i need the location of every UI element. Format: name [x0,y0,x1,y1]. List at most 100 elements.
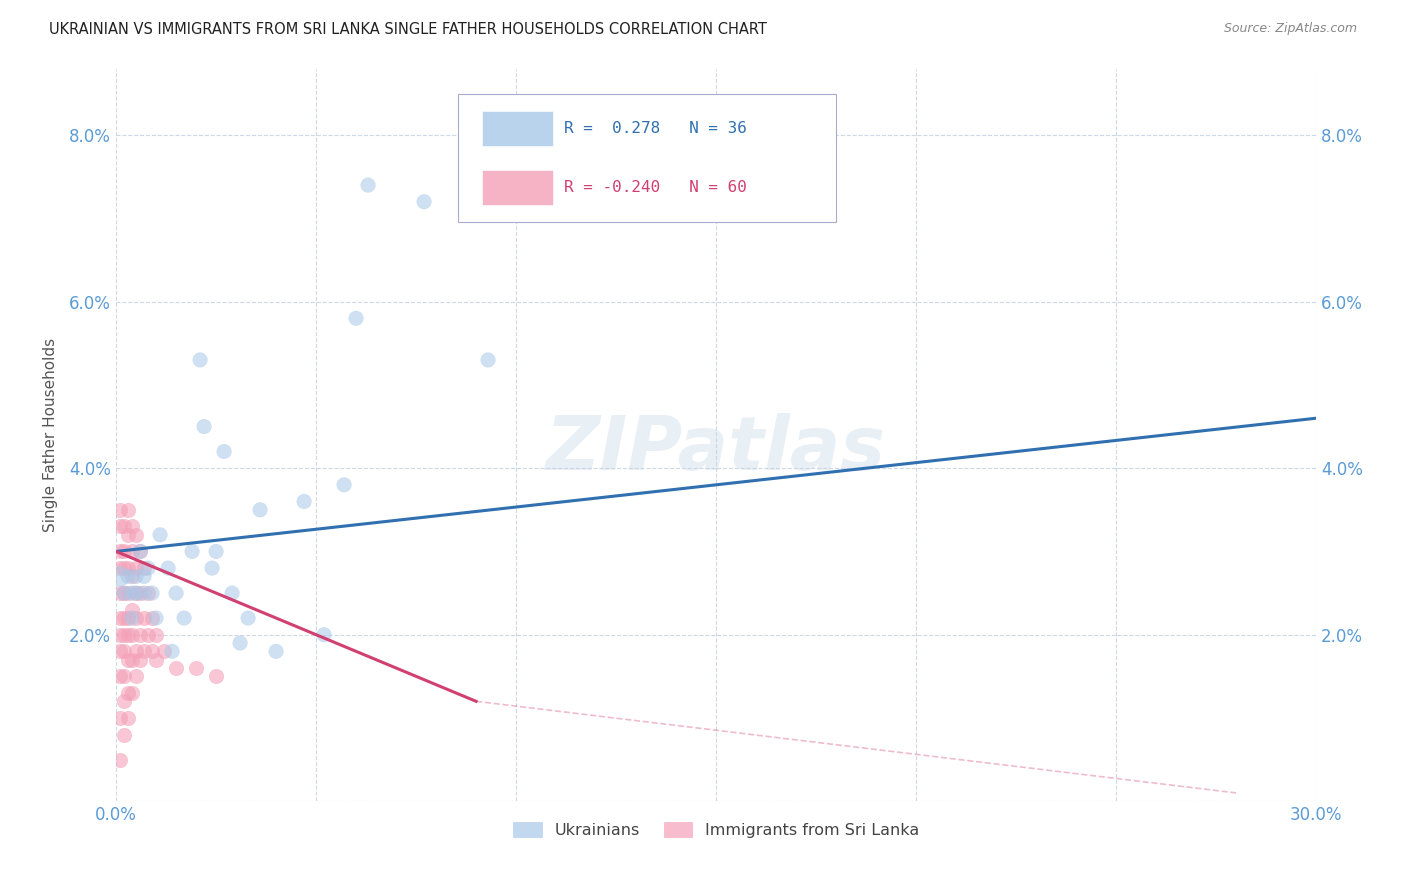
Legend: Ukrainians, Immigrants from Sri Lanka: Ukrainians, Immigrants from Sri Lanka [506,815,925,845]
Point [129,544,152,558]
Point [344,311,367,326]
Point [121,603,143,617]
Point [112,611,135,625]
Point [157,561,180,575]
Point [145,628,167,642]
Point [205,544,228,558]
Point [108,503,131,517]
Point [136,586,159,600]
Point [205,669,228,683]
Point [141,611,163,625]
Point [112,586,135,600]
Text: UKRAINIAN VS IMMIGRANTS FROM SRI LANKA SINGLE FATHER HOUSEHOLDS CORRELATION CHAR: UKRAINIAN VS IMMIGRANTS FROM SRI LANKA S… [49,22,768,37]
Point [121,586,143,600]
Point [125,644,148,658]
Text: ZIPatlas: ZIPatlas [546,413,886,486]
Point [141,644,163,658]
Point [141,586,163,600]
Point [121,686,143,700]
FancyBboxPatch shape [482,170,553,205]
Point [117,561,139,575]
Point [112,519,135,533]
Point [212,444,235,458]
Point [108,644,131,658]
Point [132,569,155,583]
Point [264,644,287,658]
Point [292,494,315,508]
Point [112,628,135,642]
Point [221,586,243,600]
FancyBboxPatch shape [482,112,553,146]
Point [112,728,135,742]
Point [129,544,152,558]
Point [132,644,155,658]
Point [153,644,176,658]
Point [132,611,155,625]
Point [117,528,139,542]
Point [132,586,155,600]
Point [129,628,152,642]
Point [357,178,380,192]
Point [117,569,139,583]
Point [108,586,131,600]
Point [201,561,224,575]
Point [229,636,252,650]
Point [173,611,195,625]
Point [121,569,143,583]
Point [125,569,148,583]
Point [117,586,139,600]
Point [160,644,183,658]
Point [129,653,152,667]
Point [125,586,148,600]
Point [117,653,139,667]
Point [112,544,135,558]
Point [236,611,259,625]
Point [112,586,135,600]
Point [112,694,135,708]
Point [477,353,499,368]
Point [333,478,356,492]
Point [188,353,211,368]
Y-axis label: Single Father Households: Single Father Households [44,338,58,532]
Point [121,611,143,625]
Point [125,586,148,600]
Point [112,561,135,575]
Point [193,419,215,434]
Point [165,586,187,600]
Point [108,611,131,625]
Point [108,569,131,583]
Point [117,611,139,625]
Text: R =  0.278   N = 36: R = 0.278 N = 36 [564,121,747,136]
Point [249,503,271,517]
Point [181,544,204,558]
Point [117,503,139,517]
Point [125,669,148,683]
Point [312,628,335,642]
Point [117,711,139,725]
Point [129,586,152,600]
FancyBboxPatch shape [458,95,837,222]
Point [112,644,135,658]
Point [184,661,207,675]
Point [136,628,159,642]
Point [136,561,159,575]
Point [108,628,131,642]
Text: R = -0.240   N = 60: R = -0.240 N = 60 [564,180,747,195]
Point [165,661,187,675]
Point [112,669,135,683]
Point [108,544,131,558]
Point [108,519,131,533]
Point [108,711,131,725]
Point [413,194,436,209]
Point [149,528,172,542]
Point [117,686,139,700]
Point [108,561,131,575]
Point [117,628,139,642]
Point [108,669,131,683]
Point [125,561,148,575]
Point [145,611,167,625]
Point [121,544,143,558]
Point [121,519,143,533]
Point [132,561,155,575]
Point [121,653,143,667]
